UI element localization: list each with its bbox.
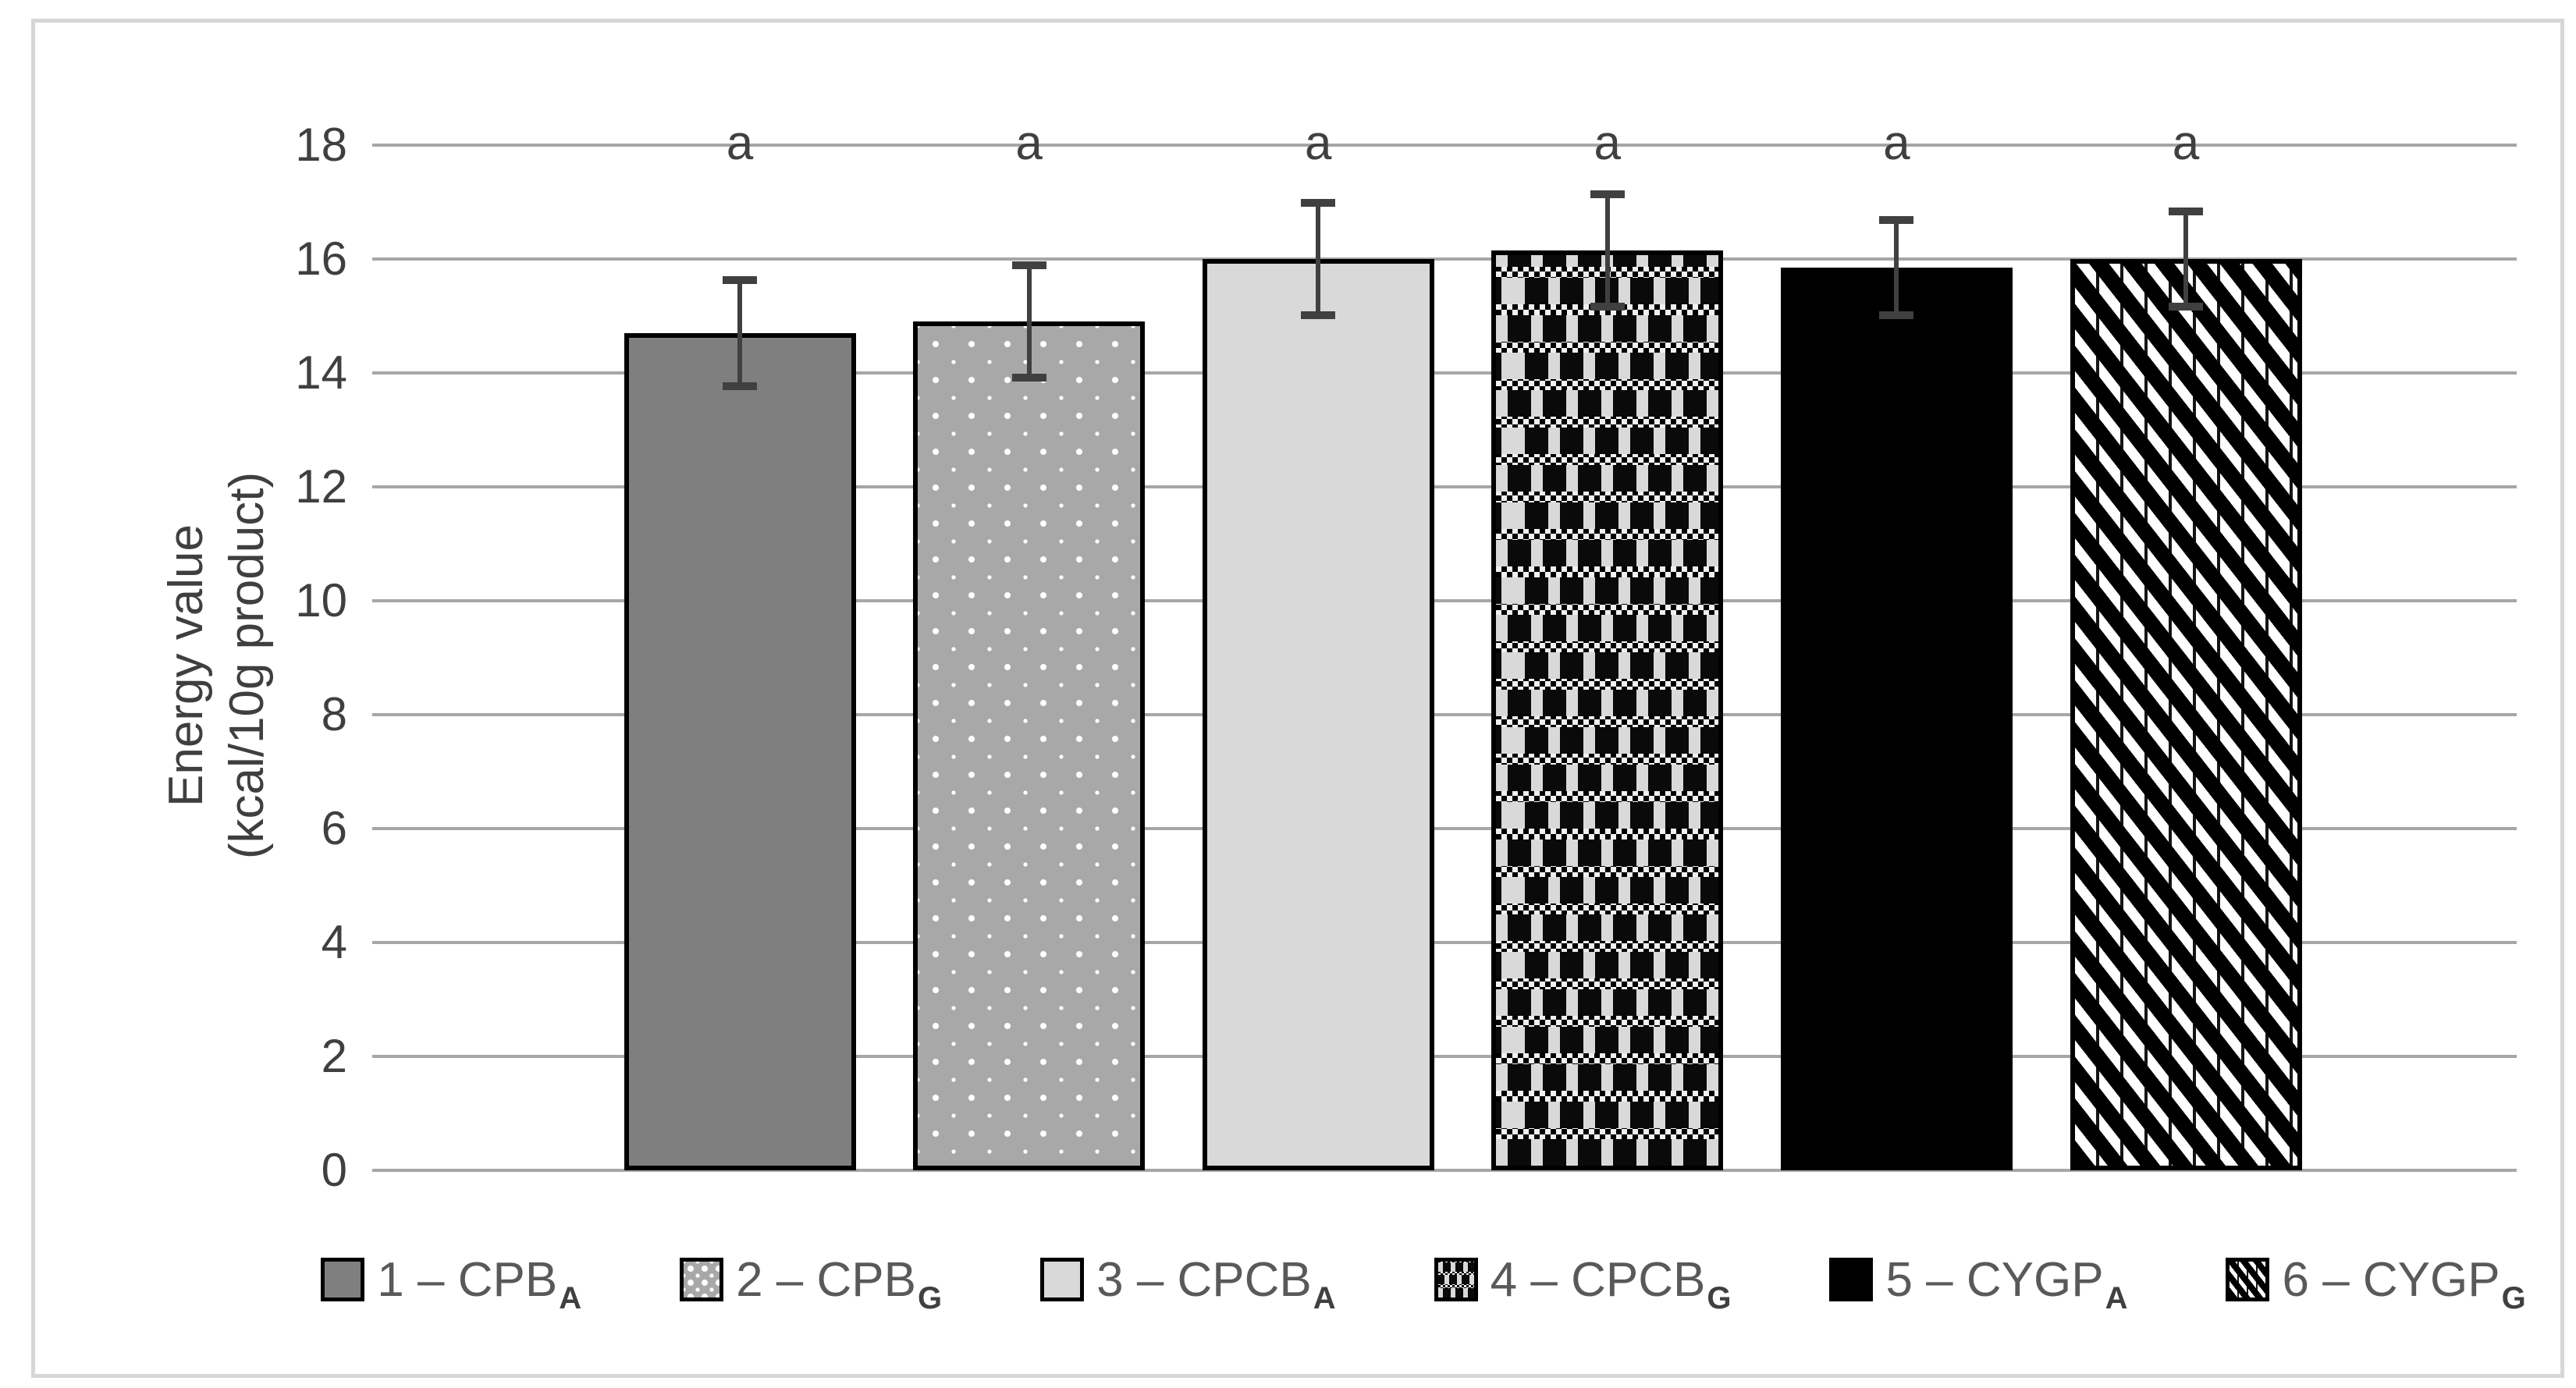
y-tick-label-12: 12 [295,460,347,513]
gridline-y-12 [372,485,2517,488]
error-bar-2 [1011,261,1046,382]
legend-item-6: 6 – CYGPG [2226,1252,2526,1315]
y-tick-label-10: 10 [295,574,347,627]
gridline-y-0 [372,1169,2517,1172]
y-tick-label-6: 6 [321,802,347,854]
legend-label-2: 2 – CPBG [736,1252,943,1315]
significance-letter-1: a [726,116,754,170]
gridline-y-14 [372,371,2517,375]
legend-swatch-3 [1040,1258,1085,1301]
y-tick-label-0: 0 [321,1144,347,1196]
significance-letter-3: a [1304,116,1332,170]
legend-label-4: 4 – CPCBG [1490,1252,1732,1315]
significance-letter-4: a [1594,116,1622,170]
error-bar-cap-top [1590,190,1625,199]
legend-item-5: 5 – CYGPA [1829,1252,2128,1315]
error-bar-cap-top [1301,199,1336,207]
y-tick-label-14: 14 [295,346,347,399]
significance-letter-5: a [1883,116,1910,170]
error-bar-cap-bottom [2169,303,2203,311]
gridline-y-6 [372,827,2517,830]
error-bar-line [1316,202,1321,316]
legend-label-subscript-5: A [2105,1280,2128,1315]
legend-swatch-5 [1829,1258,1874,1301]
error-bar-line [1894,218,1899,316]
error-bar-cap-top [1879,215,1914,224]
legend-label-subscript-3: A [1313,1280,1336,1315]
error-bar-1 [723,275,757,391]
legend-item-4: 4 – CPCBG [1434,1252,1732,1315]
legend-label-1: 1 – CPBA [377,1252,582,1315]
y-tick-label-18: 18 [295,119,347,171]
error-bar-cap-bottom [1879,311,1914,319]
error-bar-cap-bottom [1590,303,1625,311]
bar-3CPCBA [1202,259,1434,1170]
error-bar-cap-bottom [723,382,757,391]
y-tick-label-2: 2 [321,1030,347,1082]
legend-item-3: 3 – CPCBA [1040,1252,1336,1315]
error-bar-4 [1590,190,1625,311]
error-bar-line [1026,264,1032,379]
error-bar-cap-top [1011,261,1046,270]
error-bar-3 [1301,199,1336,319]
chart-border-frame: Energy value (kcal/10g product) 0 2 4 6 8 10 1… [31,19,2564,1378]
legend-label-subscript-4: G [1707,1280,1732,1315]
legend-swatch-1 [321,1258,365,1301]
error-bar-cap-top [723,275,757,284]
significance-letter-6: a [2172,116,2200,170]
gridline-y-10 [372,599,2517,602]
legend-label-5: 5 – CYGPA [1885,1252,2128,1315]
legend-swatch-2 [680,1258,724,1301]
y-tick-label-4: 4 [321,916,347,968]
error-bar-cap-bottom [1011,374,1046,382]
error-bar-line [2183,210,2188,308]
legend-swatch-6 [2226,1258,2270,1301]
gridline-y-18 [372,144,2517,147]
gridline-y-16 [372,257,2517,261]
error-bar-cap-top [2169,207,2203,215]
y-tick-label-16: 16 [295,233,347,285]
bar-1CPBA [624,332,856,1170]
error-bar-line [1604,193,1610,308]
legend-item-2: 2 – CPBG [680,1252,943,1315]
legend-label-3: 3 – CPCBA [1096,1252,1336,1315]
bar-2CPBG [913,321,1146,1170]
bar-4CPCBG [1491,250,1724,1170]
gridline-y-4 [372,941,2517,944]
legend-item-1: 1 – CPBA [321,1252,582,1315]
legend: 1 – CPBA 2 – CPBG 3 – CPCBA 4 – CPCBG 5 – CY… [321,1237,2526,1322]
significance-letter-2: a [1015,116,1043,170]
error-bar-line [737,279,742,388]
bar-6CYGPG [2070,259,2302,1170]
error-bar-5 [1879,215,1914,319]
gridline-y-8 [372,713,2517,716]
legend-swatch-4 [1434,1258,1478,1301]
y-tick-label-8: 8 [321,688,347,740]
bar-5CYGPA [1780,267,2013,1170]
legend-label-subscript-2: G [917,1280,943,1315]
error-bar-cap-bottom [1301,311,1336,319]
legend-label-subscript-1: A [559,1280,582,1315]
legend-label-subscript-6: G [2501,1280,2526,1315]
error-bar-6 [2169,207,2203,311]
gridline-y-2 [372,1055,2517,1058]
legend-label-6: 6 – CYGPG [2282,1252,2526,1315]
